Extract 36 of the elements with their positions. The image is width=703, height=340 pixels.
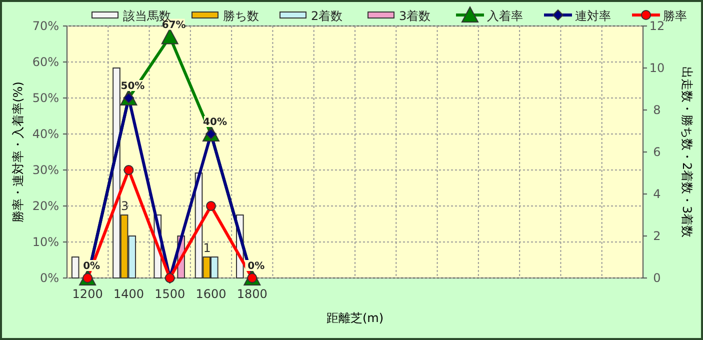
x-tick-label: 1200 [72, 287, 103, 301]
data-label: 3 [120, 199, 129, 213]
y-tick-label: 50% [32, 91, 59, 105]
x-tick-label: 1800 [236, 287, 268, 301]
y2-tick-label: 6 [653, 145, 661, 159]
legend-label: 3着数 [399, 9, 431, 23]
y-tick-label: 60% [32, 55, 59, 69]
y-axis-title: 勝率・連対率・入着率(%) [11, 82, 25, 222]
y2-axis-title: 出走数・勝ち数・2着数・3着数 [680, 66, 694, 238]
legend-label: 連対率 [575, 9, 611, 23]
y2-tick-label: 4 [653, 187, 661, 201]
data-label: 50% [120, 81, 145, 92]
legend-label: 勝率 [663, 9, 687, 23]
y2-tick-label: 2 [653, 229, 661, 243]
data-label: 0% [83, 261, 100, 272]
y2-tick-label: 8 [653, 103, 661, 117]
y-tick-label: 10% [32, 235, 59, 249]
x-tick-label: 1500 [154, 287, 186, 301]
y2-tick-label: 10 [649, 61, 665, 75]
y-tick-label: 70% [32, 19, 59, 33]
data-label: 0% [248, 261, 265, 272]
x-tick-label: 1600 [196, 287, 226, 301]
y-tick-label: 30% [32, 163, 59, 177]
y2-tick-label: 0 [653, 271, 661, 285]
y-tick-label: 20% [32, 199, 59, 213]
legend-label: 勝ち数 [223, 9, 259, 23]
data-label: 40% [203, 117, 227, 128]
x-tick-label: 1400 [113, 287, 144, 301]
x-axis-title: 距離芝(m) [326, 311, 384, 325]
y-tick-label: 0% [40, 271, 59, 285]
legend-label: 入着率 [487, 9, 523, 23]
legend-label: 2着数 [311, 9, 343, 23]
y2-tick-label: 12 [649, 19, 665, 33]
y-tick-label: 40% [32, 127, 59, 141]
data-label: 67% [162, 20, 186, 31]
data-label: 1 [203, 241, 211, 255]
